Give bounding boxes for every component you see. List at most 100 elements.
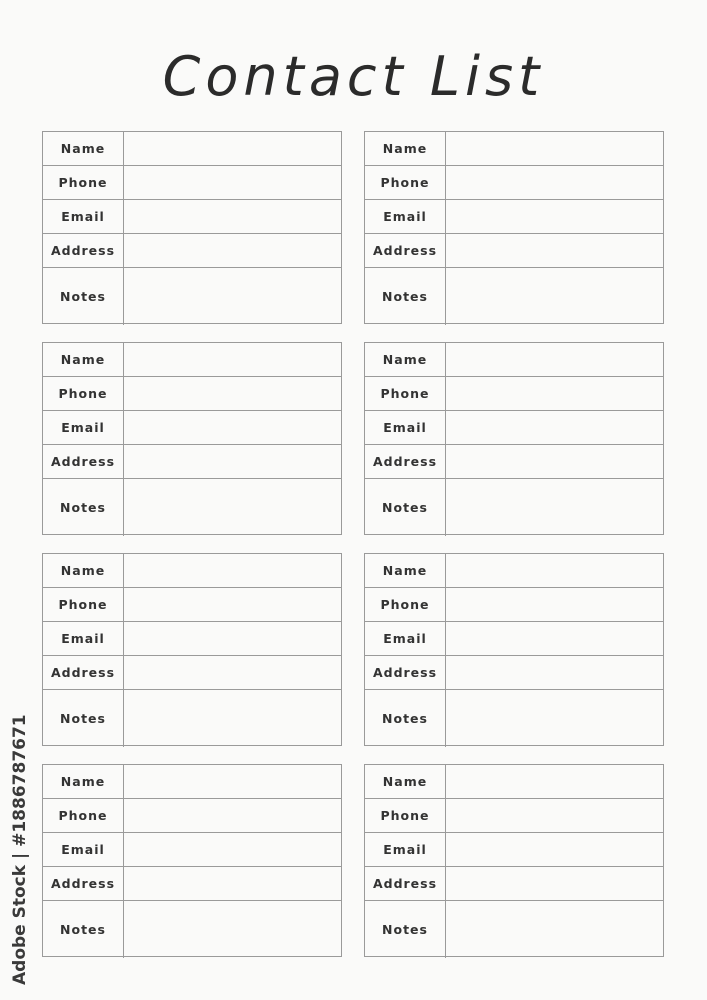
field-value-phone[interactable]	[124, 166, 341, 199]
field-row-notes: Notes	[365, 479, 663, 536]
field-value-notes[interactable]	[446, 690, 663, 747]
field-label-email: Email	[43, 200, 124, 233]
contact-card: Name Phone Email Address Notes	[42, 131, 342, 325]
field-label-phone: Phone	[365, 377, 446, 410]
field-value-notes[interactable]	[124, 690, 341, 747]
watermark: Adobe Stock | #1886787671	[10, 714, 30, 985]
field-row-email: Email	[365, 622, 663, 656]
field-value-email[interactable]	[124, 622, 341, 655]
field-value-phone[interactable]	[446, 588, 663, 621]
field-value-address[interactable]	[446, 656, 663, 689]
field-value-name[interactable]	[124, 132, 341, 165]
field-row-address: Address	[43, 656, 341, 690]
field-value-name[interactable]	[124, 765, 341, 798]
field-row-notes: Notes	[43, 690, 341, 747]
field-value-phone[interactable]	[124, 588, 341, 621]
contact-card: Name Phone Email Address Notes	[42, 764, 342, 958]
field-label-name: Name	[43, 765, 124, 798]
field-row-address: Address	[43, 234, 341, 268]
field-label-email: Email	[43, 833, 124, 866]
field-value-notes[interactable]	[124, 479, 341, 536]
page-title: Contact List	[162, 45, 545, 108]
field-row-address: Address	[365, 867, 663, 901]
field-value-notes[interactable]	[446, 901, 663, 958]
field-row-address: Address	[365, 656, 663, 690]
field-row-name: Name	[43, 132, 341, 166]
field-row-notes: Notes	[43, 479, 341, 536]
field-value-address[interactable]	[124, 656, 341, 689]
field-row-phone: Phone	[43, 799, 341, 833]
field-row-notes: Notes	[365, 901, 663, 958]
field-value-address[interactable]	[124, 867, 341, 900]
field-label-address: Address	[365, 234, 446, 267]
field-label-notes: Notes	[43, 479, 124, 536]
field-row-email: Email	[43, 200, 341, 234]
field-value-address[interactable]	[446, 445, 663, 478]
field-row-notes: Notes	[43, 901, 341, 958]
field-value-name[interactable]	[124, 554, 341, 587]
field-label-notes: Notes	[43, 268, 124, 325]
field-value-phone[interactable]	[446, 799, 663, 832]
field-row-phone: Phone	[365, 166, 663, 200]
field-row-address: Address	[365, 234, 663, 268]
field-label-phone: Phone	[43, 166, 124, 199]
field-label-name: Name	[365, 132, 446, 165]
field-label-notes: Notes	[365, 690, 446, 747]
field-value-name[interactable]	[446, 554, 663, 587]
field-value-notes[interactable]	[446, 479, 663, 536]
field-label-name: Name	[43, 132, 124, 165]
field-label-notes: Notes	[365, 479, 446, 536]
field-value-email[interactable]	[124, 833, 341, 866]
field-value-address[interactable]	[446, 234, 663, 267]
field-value-email[interactable]	[446, 833, 663, 866]
field-row-notes: Notes	[365, 268, 663, 325]
field-row-email: Email	[365, 833, 663, 867]
field-value-email[interactable]	[124, 411, 341, 444]
field-value-address[interactable]	[124, 445, 341, 478]
field-label-email: Email	[365, 411, 446, 444]
field-value-notes[interactable]	[124, 901, 341, 958]
contact-card: Name Phone Email Address Notes	[364, 342, 664, 536]
field-value-email[interactable]	[446, 411, 663, 444]
field-label-phone: Phone	[365, 799, 446, 832]
field-value-email[interactable]	[446, 200, 663, 233]
field-label-name: Name	[365, 765, 446, 798]
field-label-email: Email	[43, 622, 124, 655]
field-row-phone: Phone	[365, 799, 663, 833]
field-label-address: Address	[365, 656, 446, 689]
field-row-phone: Phone	[365, 377, 663, 411]
field-value-name[interactable]	[446, 343, 663, 376]
field-row-address: Address	[43, 867, 341, 901]
contact-card: Name Phone Email Address Notes	[364, 131, 664, 325]
field-label-phone: Phone	[43, 377, 124, 410]
field-value-phone[interactable]	[446, 377, 663, 410]
field-value-phone[interactable]	[124, 799, 341, 832]
field-value-address[interactable]	[446, 867, 663, 900]
field-label-notes: Notes	[43, 690, 124, 747]
field-value-email[interactable]	[446, 622, 663, 655]
field-value-name[interactable]	[446, 132, 663, 165]
field-row-name: Name	[43, 554, 341, 588]
field-value-phone[interactable]	[124, 377, 341, 410]
field-row-phone: Phone	[43, 588, 341, 622]
field-row-name: Name	[365, 554, 663, 588]
field-label-name: Name	[43, 554, 124, 587]
field-label-name: Name	[365, 554, 446, 587]
field-label-address: Address	[365, 867, 446, 900]
field-label-address: Address	[43, 445, 124, 478]
field-label-phone: Phone	[43, 799, 124, 832]
field-value-address[interactable]	[124, 234, 341, 267]
field-label-email: Email	[365, 622, 446, 655]
field-row-email: Email	[43, 833, 341, 867]
field-value-notes[interactable]	[446, 268, 663, 325]
field-value-notes[interactable]	[124, 268, 341, 325]
field-value-name[interactable]	[124, 343, 341, 376]
field-value-phone[interactable]	[446, 166, 663, 199]
field-row-name: Name	[365, 132, 663, 166]
field-label-address: Address	[43, 656, 124, 689]
field-row-name: Name	[43, 343, 341, 377]
field-row-name: Name	[43, 765, 341, 799]
field-value-name[interactable]	[446, 765, 663, 798]
field-row-notes: Notes	[43, 268, 341, 325]
field-value-email[interactable]	[124, 200, 341, 233]
